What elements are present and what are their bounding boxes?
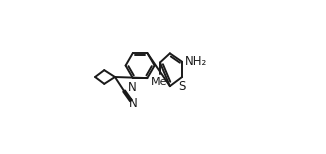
Text: N: N — [128, 97, 137, 110]
Text: S: S — [179, 80, 186, 93]
Text: NH₂: NH₂ — [185, 55, 207, 68]
Text: Me: Me — [151, 77, 168, 87]
Text: N: N — [128, 81, 137, 94]
